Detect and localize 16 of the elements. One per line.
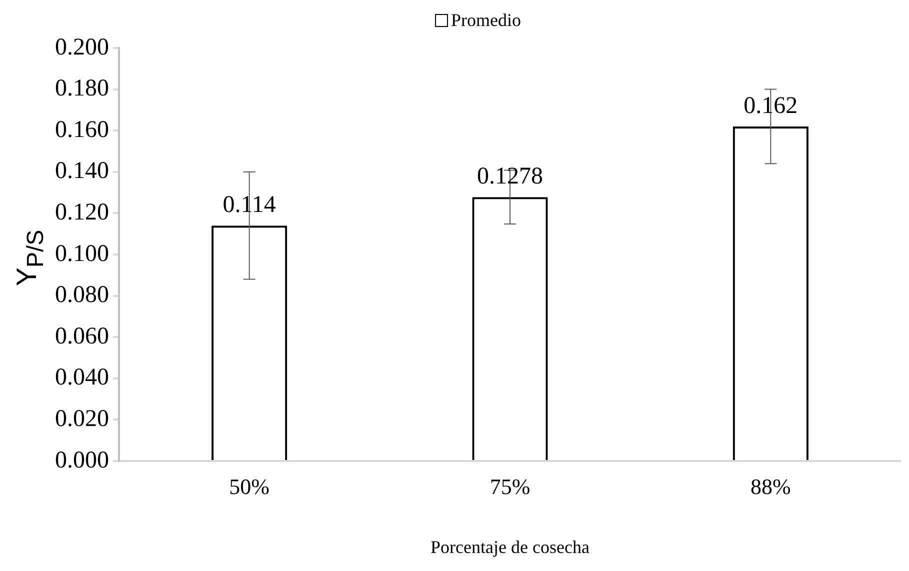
y-tick-label: 0.060: [55, 323, 109, 350]
y-tick-label: 0.080: [55, 282, 109, 308]
legend-label: Promedio: [451, 10, 521, 30]
y-tick-label: 0.200: [55, 34, 109, 60]
x-axis-title: Porcentaje de cosecha: [430, 536, 590, 557]
y-tick-label: 0.140: [55, 158, 109, 184]
y-tick-label: 0.180: [55, 76, 109, 102]
y-tick-label: 0.160: [55, 116, 109, 143]
x-tick-label: 75%: [490, 474, 530, 499]
x-tick-label: 88%: [750, 474, 791, 499]
y-tick-label: 0.020: [55, 406, 109, 432]
y-tick-label: 0.100: [55, 240, 109, 267]
y-tick-label: 0.120: [55, 199, 109, 226]
x-tick-label: 50%: [229, 474, 270, 499]
y-tick-label: 0.000: [55, 447, 109, 474]
y-tick-label: 0.040: [55, 364, 109, 391]
